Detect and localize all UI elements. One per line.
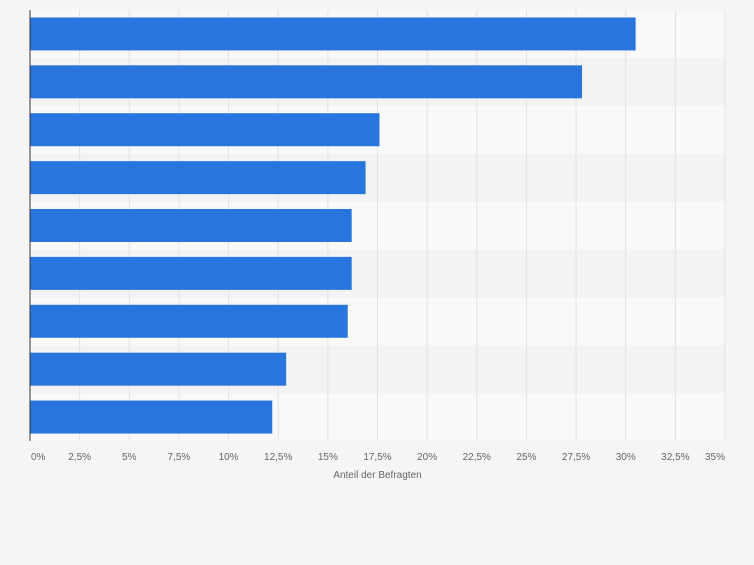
bar[interactable] — [30, 113, 380, 147]
bars — [30, 17, 636, 434]
x-tick-label: 12,5% — [264, 452, 292, 463]
x-tick-label: 30% — [616, 452, 636, 463]
x-tick-label: 25% — [516, 452, 536, 463]
x-tick-label: 2,5% — [68, 452, 91, 463]
x-tick-label: 5% — [122, 452, 137, 463]
bar[interactable] — [30, 400, 273, 434]
bar[interactable] — [30, 65, 583, 99]
x-tick-label: 0% — [31, 452, 46, 463]
x-tick-label: 27,5% — [562, 452, 590, 463]
x-tick-label: 22,5% — [463, 452, 491, 463]
x-tick-label: 17,5% — [363, 452, 391, 463]
bar[interactable] — [30, 352, 287, 386]
bar[interactable] — [30, 209, 352, 242]
x-axis-label: Anteil der Befragten — [333, 470, 421, 481]
bar[interactable] — [30, 304, 348, 338]
x-tick-labels: 0% 2,5% 5% 7,5% 10% 12,5% 15% 17,5% 20% 22,5% 25% 2… — [31, 452, 725, 463]
bar[interactable] — [30, 17, 636, 51]
bar[interactable] — [30, 256, 352, 290]
x-tick-label: 15% — [318, 452, 338, 463]
x-tick-label: 32,5% — [661, 452, 689, 463]
x-tick-label: 7,5% — [168, 452, 191, 463]
x-tick-label: 20% — [417, 452, 437, 463]
x-tick-label: 10% — [219, 452, 239, 463]
x-tick-label: 35% — [705, 452, 725, 463]
bar[interactable] — [30, 161, 366, 195]
